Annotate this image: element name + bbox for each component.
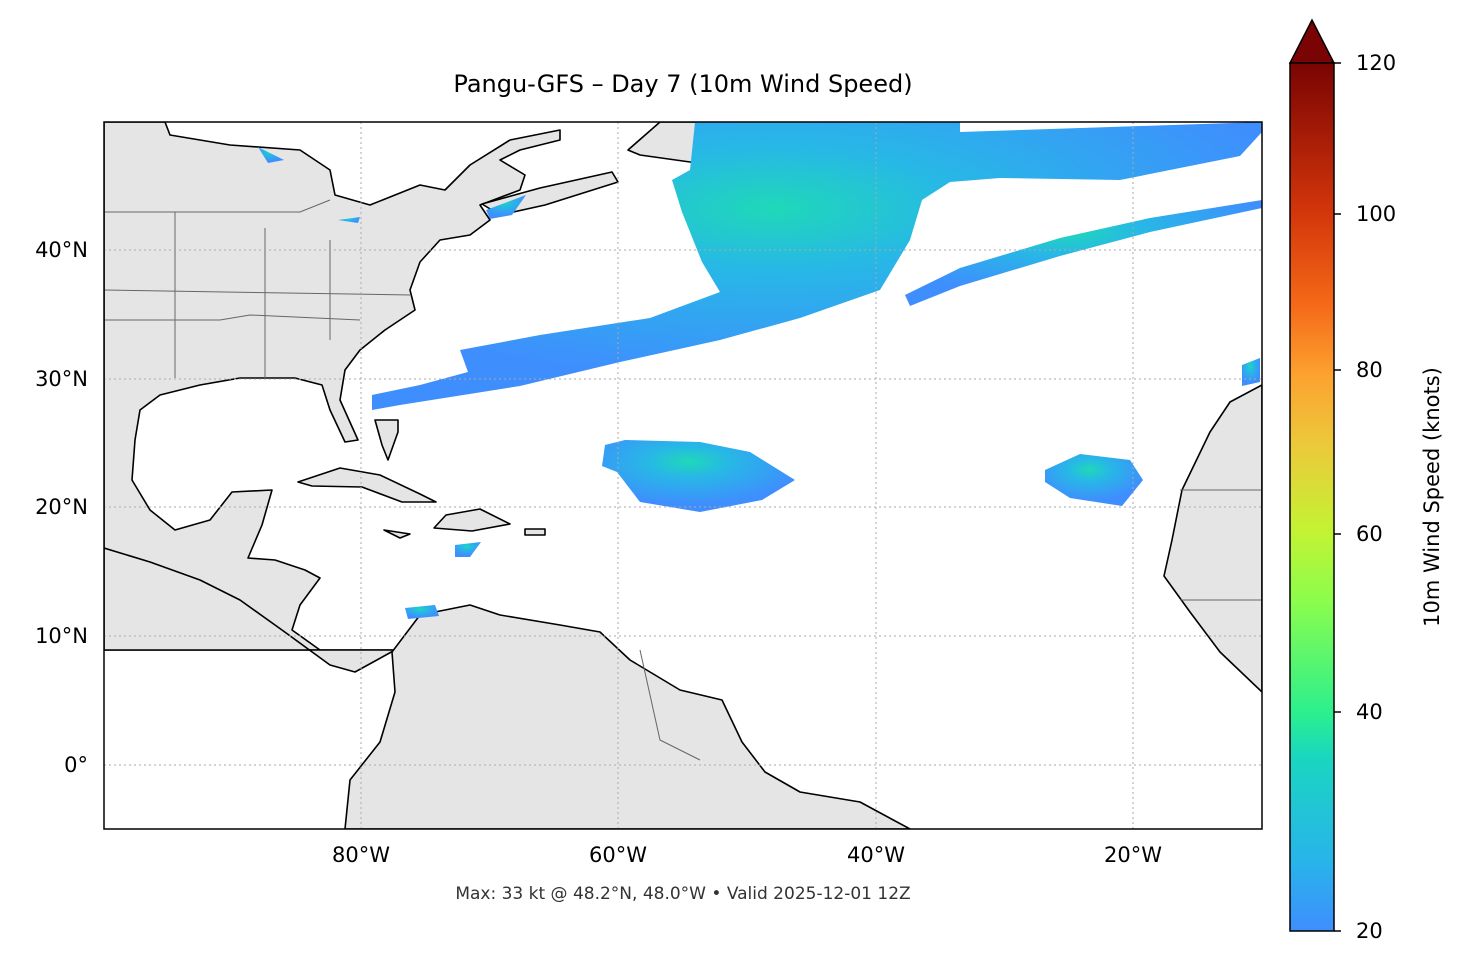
north-america <box>104 122 561 671</box>
colorbar-tick-label: 60 <box>1356 522 1383 546</box>
colorbar <box>1288 18 1341 932</box>
state-borders <box>104 199 1262 761</box>
colorbar-tick-label: 100 <box>1356 202 1397 226</box>
wind-region-small <box>405 605 439 619</box>
gridlines <box>104 122 1262 829</box>
wind-region-small <box>1242 358 1260 386</box>
hispaniola <box>433 508 511 532</box>
colorbar-tick-label: 120 <box>1356 51 1397 75</box>
cuba <box>297 467 437 503</box>
jamaica <box>383 529 411 539</box>
x-tick-label: 80°W <box>332 843 390 867</box>
colorbar-tick-label: 80 <box>1356 358 1383 382</box>
y-tick-label: 20°N <box>35 495 88 519</box>
map-frame <box>103 121 1263 830</box>
colorbar-tick-label: 20 <box>1356 919 1383 943</box>
colorbar-gradient <box>1289 62 1335 932</box>
wind-region-small <box>338 217 360 223</box>
wind-region-main <box>372 122 1262 410</box>
wind-region-east <box>1045 454 1143 506</box>
x-tick-label: 20°W <box>1104 843 1162 867</box>
colorbar-label: 10m Wind Speed (knots) <box>1420 367 1444 627</box>
wind-region-streak <box>905 200 1262 306</box>
y-tick-label: 40°N <box>35 238 88 262</box>
colorbar-tick-label: 40 <box>1356 700 1383 724</box>
max-info-caption: Max: 33 kt @ 48.2°N, 48.0°W • Valid 2025… <box>455 884 911 904</box>
wind-region-subtropical <box>602 440 795 512</box>
y-tick-label: 30°N <box>35 367 88 391</box>
y-tick-label: 0° <box>64 753 88 777</box>
south-america <box>344 604 911 829</box>
x-tick-label: 40°W <box>847 843 905 867</box>
central-america-west <box>104 547 396 673</box>
wind-field <box>258 122 1262 619</box>
wind-region-small <box>486 195 526 219</box>
puerto-rico <box>524 528 546 536</box>
bahamas <box>374 419 399 461</box>
africa <box>1163 384 1262 693</box>
wind-region-small <box>455 542 481 557</box>
map-title: Pangu-GFS – Day 7 (10m Wind Speed) <box>453 70 913 98</box>
y-tick-label: 10°N <box>35 624 88 648</box>
x-tick-label: 60°W <box>589 843 647 867</box>
colorbar-extend-arrow <box>1288 18 1336 64</box>
wind-region-small <box>258 147 284 163</box>
